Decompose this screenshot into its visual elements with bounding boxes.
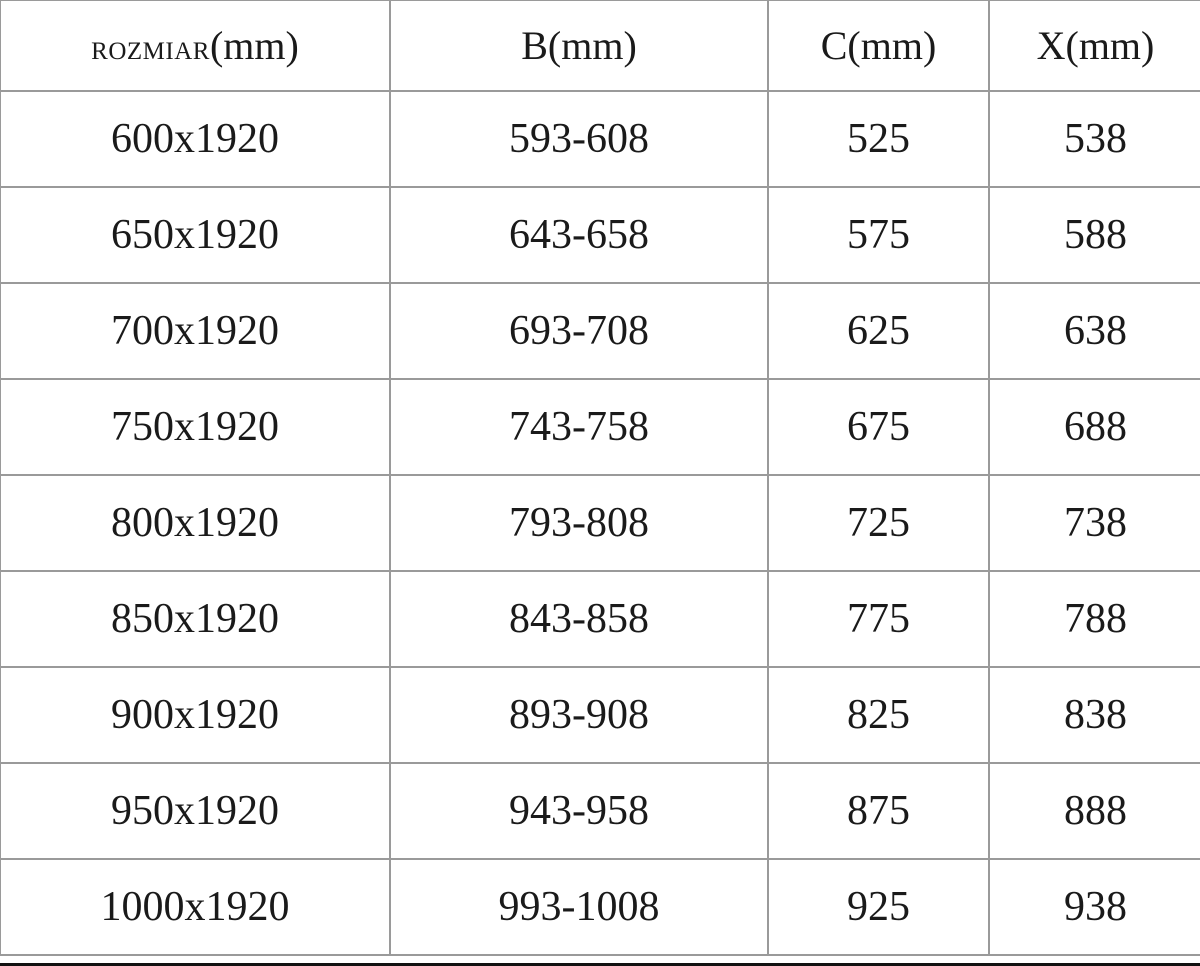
bottom-border	[0, 963, 1200, 966]
cell-x: 788	[988, 570, 1200, 668]
cell-c: 775	[767, 570, 990, 668]
table-row: 650x1920 643-658 575 588	[0, 186, 1200, 284]
cell-b: 693-708	[389, 282, 769, 380]
table-row: 600x1920 593-608 525 538	[0, 90, 1200, 188]
cell-c: 925	[767, 858, 990, 956]
header-unit: (mm)	[547, 23, 637, 68]
cell-x: 838	[988, 666, 1200, 764]
header-c: C(mm)	[767, 0, 990, 92]
cell-c: 725	[767, 474, 990, 572]
header-label: ROZMIAR	[91, 38, 210, 65]
table-row: 800x1920 793-808 725 738	[0, 474, 1200, 572]
cell-x: 638	[988, 282, 1200, 380]
cell-size: 950x1920	[0, 762, 391, 860]
cell-c: 575	[767, 186, 990, 284]
cell-size: 850x1920	[0, 570, 391, 668]
header-b: B(mm)	[389, 0, 769, 92]
cell-size: 700x1920	[0, 282, 391, 380]
header-unit: (mm)	[209, 23, 299, 68]
cell-c: 525	[767, 90, 990, 188]
cell-size: 1000x1920	[0, 858, 391, 956]
table-row: 1000x1920 993-1008 925 938	[0, 858, 1200, 956]
cell-b: 793-808	[389, 474, 769, 572]
cell-x: 888	[988, 762, 1200, 860]
cell-x: 538	[988, 90, 1200, 188]
cell-c: 825	[767, 666, 990, 764]
header-x: X(mm)	[988, 0, 1200, 92]
cell-size: 600x1920	[0, 90, 391, 188]
header-size: ROZMIAR(mm)	[0, 0, 391, 92]
header-unit: (mm)	[1065, 23, 1155, 68]
cell-size: 800x1920	[0, 474, 391, 572]
cell-c: 875	[767, 762, 990, 860]
table-row: 700x1920 693-708 625 638	[0, 282, 1200, 380]
table-row: 950x1920 943-958 875 888	[0, 762, 1200, 860]
header-label: X	[1036, 23, 1066, 68]
cell-b: 893-908	[389, 666, 769, 764]
cell-c: 675	[767, 378, 990, 476]
cell-b: 593-608	[389, 90, 769, 188]
header-label: B	[521, 23, 548, 68]
table-row: 850x1920 843-858 775 788	[0, 570, 1200, 668]
cell-size: 900x1920	[0, 666, 391, 764]
cell-b: 643-658	[389, 186, 769, 284]
cell-b: 993-1008	[389, 858, 769, 956]
cell-b: 943-958	[389, 762, 769, 860]
cell-x: 738	[988, 474, 1200, 572]
header-label: C	[820, 23, 848, 68]
header-unit: (mm)	[847, 23, 937, 68]
cell-b: 843-858	[389, 570, 769, 668]
cell-x: 588	[988, 186, 1200, 284]
cell-b: 743-758	[389, 378, 769, 476]
cell-x: 938	[988, 858, 1200, 956]
table-row: 750x1920 743-758 675 688	[0, 378, 1200, 476]
cell-size: 750x1920	[0, 378, 391, 476]
header-row: ROZMIAR(mm) B(mm) C(mm) X(mm)	[0, 0, 1200, 92]
cell-c: 625	[767, 282, 990, 380]
table-row: 900x1920 893-908 825 838	[0, 666, 1200, 764]
cell-size: 650x1920	[0, 186, 391, 284]
cell-x: 688	[988, 378, 1200, 476]
